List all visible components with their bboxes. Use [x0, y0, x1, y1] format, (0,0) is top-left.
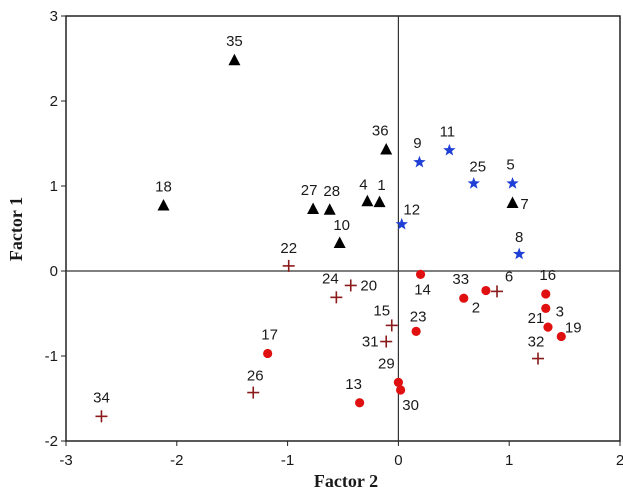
point-label-18: 18: [155, 179, 172, 196]
point-circle-14: [415, 269, 426, 279]
point-circle-30: [396, 385, 406, 395]
point-label-27: 27: [301, 182, 318, 199]
point-label-6: 6: [505, 268, 513, 285]
point-circle-13: [355, 398, 365, 408]
point-label-23: 23: [410, 308, 427, 325]
point-label-22: 22: [280, 240, 297, 257]
point-triangle-4: [361, 194, 374, 207]
y-tick-label: -1: [45, 348, 58, 365]
point-triangle-27: [307, 202, 320, 214]
point-triangle-7: [506, 196, 519, 208]
y-tick-label: 1: [50, 178, 58, 195]
x-tick-label: 2: [616, 452, 623, 469]
point-label-20: 20: [360, 277, 377, 294]
y-tick-label: 3: [50, 8, 58, 25]
point-plus-32: [532, 352, 545, 365]
point-label-2: 2: [472, 300, 480, 317]
point-label-25: 25: [469, 158, 486, 175]
point-label-24: 24: [322, 270, 339, 287]
point-star-11: [443, 143, 456, 156]
point-circle-17: [263, 348, 273, 359]
point-label-13: 13: [345, 376, 362, 393]
point-star-12: [395, 217, 408, 230]
point-triangle-1: [373, 195, 386, 208]
point-label-8: 8: [515, 229, 523, 246]
point-label-15: 15: [373, 302, 390, 319]
point-label-16: 16: [539, 267, 556, 284]
point-label-4: 4: [359, 176, 367, 193]
y-tick-label: -2: [45, 433, 58, 450]
point-triangle-10: [333, 236, 346, 248]
point-circle-16: [541, 289, 551, 299]
point-plus-15: [385, 319, 398, 332]
point-label-31: 31: [362, 334, 379, 351]
point-label-7: 7: [520, 196, 528, 213]
point-circle-29: [393, 377, 403, 387]
x-tick-label: 0: [394, 452, 402, 469]
point-circle-21: [543, 322, 553, 332]
point-circle-19: [556, 331, 566, 342]
point-star-8: [512, 247, 526, 260]
point-label-21: 21: [528, 310, 545, 327]
point-label-12: 12: [403, 201, 420, 218]
point-label-29: 29: [378, 355, 395, 372]
point-label-11: 11: [440, 123, 456, 140]
point-label-19: 19: [565, 319, 582, 336]
point-triangle-36: [380, 142, 393, 155]
point-label-1: 1: [377, 177, 385, 194]
y-axis-title: Factor 1: [6, 197, 26, 261]
point-circle-3: [541, 303, 551, 313]
x-tick-label: 1: [505, 452, 513, 469]
point-label-10: 10: [333, 217, 350, 234]
point-star-25: [467, 176, 480, 189]
x-tick-label: -1: [281, 452, 294, 469]
y-tick-label: 0: [50, 263, 58, 280]
point-plus-20: [344, 279, 357, 292]
point-plus-24: [330, 291, 343, 304]
point-circle-23: [411, 326, 421, 336]
point-plus-26: [247, 386, 260, 399]
y-tick-label: 2: [50, 93, 58, 110]
point-star-9: [413, 155, 426, 168]
x-axis-title: Factor 2: [314, 471, 378, 490]
point-label-32: 32: [528, 334, 545, 351]
point-plus-34: [95, 410, 108, 423]
point-star-5: [506, 176, 519, 189]
x-tick-label: -2: [170, 452, 183, 469]
point-label-17: 17: [261, 326, 278, 343]
point-plus-22: [282, 259, 295, 272]
point-label-5: 5: [506, 156, 514, 173]
point-label-26: 26: [247, 368, 264, 385]
point-triangle-28: [323, 203, 336, 215]
point-circle-2: [481, 285, 491, 296]
point-label-9: 9: [413, 135, 421, 152]
point-label-30: 30: [402, 397, 419, 414]
point-label-34: 34: [93, 389, 110, 406]
point-label-35: 35: [226, 33, 243, 50]
point-plus-6: [491, 285, 504, 298]
x-tick-label: -3: [59, 452, 72, 469]
point-triangle-18: [157, 199, 170, 211]
plot-frame: [65, 15, 621, 442]
point-plus-31: [380, 335, 393, 348]
point-label-33: 33: [452, 271, 469, 288]
point-label-36: 36: [372, 122, 389, 139]
point-label-14: 14: [414, 281, 431, 298]
point-label-3: 3: [556, 303, 564, 320]
point-triangle-35: [228, 53, 241, 66]
point-circle-33: [459, 293, 469, 303]
point-label-28: 28: [323, 183, 340, 200]
